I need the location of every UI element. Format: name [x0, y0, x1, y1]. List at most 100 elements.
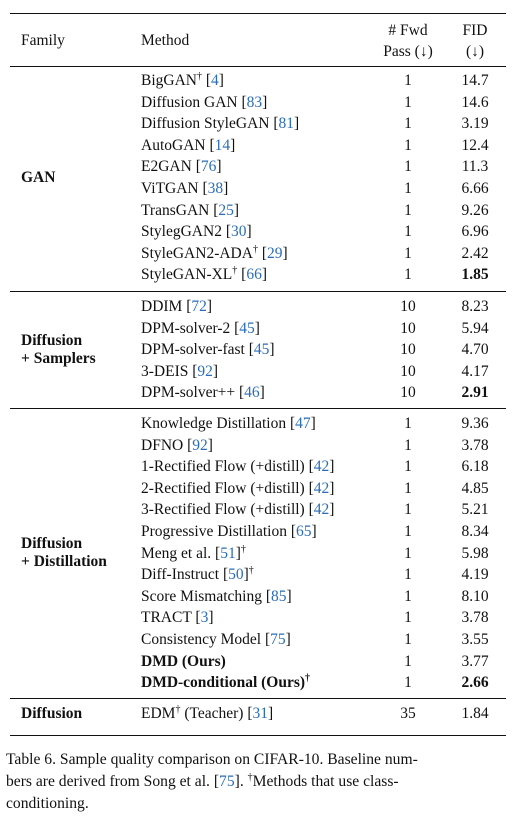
- fid-cell: 4.17: [461, 362, 489, 380]
- method-name: 2-Rectified Flow (+distill): [141, 479, 305, 497]
- citation-link: 76: [200, 158, 217, 176]
- table-row: Score Mismatching [85] 1 8.10: [10, 586, 506, 607]
- fwd-pass-cell: 1: [404, 674, 412, 692]
- citation-link: 42: [313, 501, 330, 519]
- dagger-mark: †: [175, 704, 181, 715]
- method-cell: Diffusion GAN [83]: [141, 93, 268, 111]
- group-rule: [10, 408, 506, 409]
- method-cell: AutoGAN [14]: [141, 136, 236, 154]
- citation-link: 29: [266, 244, 283, 262]
- group-rule: [10, 291, 506, 292]
- citation-link: 30: [231, 223, 247, 241]
- method-cell: 3-Rectified Flow (+distill) [42]: [141, 501, 335, 519]
- fwd-pass-cell: 1: [404, 136, 412, 154]
- citation-link: 51: [220, 544, 236, 562]
- table-row: Meng et al. [51]† 1 5.98: [10, 543, 506, 564]
- fwd-pass-cell: 1: [404, 93, 412, 111]
- fwd-pass-cell: 1: [404, 566, 412, 584]
- method-cell: BigGAN† [4]: [141, 71, 224, 90]
- table-row: TRACT [3] 1 3.78: [10, 607, 506, 628]
- family-label-line: Diffusion: [21, 704, 83, 722]
- method-name: ViTGAN: [141, 180, 199, 197]
- table-row: Progressive Distillation [65] 1 8.34: [10, 521, 506, 542]
- method-cell: Diff-Instruct [50]†: [141, 565, 254, 584]
- method-name: TransGAN: [141, 201, 210, 219]
- fid-cell: 3.77: [461, 652, 489, 670]
- dagger-mark: †: [248, 565, 254, 577]
- method-name: 1-Rectified Flow (+distill): [141, 458, 305, 476]
- citation-link: 75: [270, 631, 286, 648]
- fid-cell: 8.10: [461, 587, 489, 605]
- method-name: DPM-solver-2: [141, 319, 231, 337]
- fid-cell: 14.7: [461, 72, 489, 89]
- fid-cell: 4.70: [461, 341, 489, 359]
- header-fwd-pass: # Fwd Pass (↓): [383, 22, 433, 60]
- table-caption: Table 6. Sample quality comparison on CI…: [6, 751, 418, 812]
- family-label-line: Diffusion: [21, 535, 83, 553]
- method-cell: EDM† (Teacher) [31]: [141, 704, 274, 723]
- method-cell: TransGAN [25]: [141, 201, 240, 219]
- method-name: TRACT: [141, 609, 192, 627]
- method-name: Diffusion GAN: [141, 93, 238, 111]
- family-label: Diffusion + Samplers: [21, 332, 96, 368]
- citation-link: 38: [207, 180, 224, 197]
- method-cell: Knowledge Distillation [47]: [141, 415, 316, 432]
- fwd-pass-cell: 10: [400, 362, 416, 380]
- fid-cell: 4.19: [461, 566, 489, 584]
- method-cell: StyleGAN-XL† [66]: [141, 265, 267, 284]
- family-label: Diffusion + Distillation: [21, 535, 107, 571]
- citation-link: 65: [296, 523, 312, 540]
- fwd-pass-cell: 1: [404, 631, 412, 648]
- fwd-pass-cell: 1: [404, 458, 412, 476]
- table-row: 1-Rectified Flow (+distill) [42] 1 6.18: [10, 456, 506, 477]
- fwd-pass-cell: 1: [404, 609, 412, 627]
- fwd-pass-cell: 1: [404, 479, 412, 497]
- citation-link: 66: [246, 266, 262, 284]
- dagger-mark: †: [252, 243, 258, 255]
- fid-cell: 14.6: [461, 93, 489, 111]
- table-row: StylegGAN2 [30] 1 6.96: [10, 221, 506, 242]
- fwd-pass-cell: 1: [404, 180, 412, 197]
- fid-cell: 9.36: [461, 415, 489, 432]
- fid-cell: 8.23: [461, 298, 489, 315]
- citation-link: 4: [211, 72, 219, 89]
- method-name: 3-DEIS: [141, 362, 189, 380]
- fwd-pass-cell: 10: [400, 319, 416, 337]
- header-method: Method: [141, 32, 190, 49]
- method-cell: DMD (Ours): [141, 651, 226, 672]
- table-row: BigGAN† [4] 1 14.7: [10, 70, 506, 91]
- method-name: Progressive Distillation: [141, 523, 287, 540]
- method-cell: 2-Rectified Flow (+distill) [42]: [141, 479, 335, 497]
- fid-cell: 9.26: [461, 201, 489, 219]
- citation-link: 3: [200, 609, 209, 627]
- fwd-pass-cell: 1: [404, 652, 412, 670]
- method-name: Consistency Model: [141, 631, 262, 648]
- fwd-pass-cell: 1: [404, 266, 412, 284]
- table-row: AutoGAN [14] 1 12.4: [10, 135, 506, 156]
- fid-cell: 1.85: [461, 266, 489, 284]
- fwd-pass-cell: 1: [404, 158, 412, 176]
- method-cell: Progressive Distillation [65]: [141, 523, 317, 540]
- table-row: Diffusion StyleGAN [81] 1 3.19: [10, 113, 506, 134]
- fwd-pass-cell: 10: [400, 384, 416, 402]
- fwd-pass-cell: 1: [404, 436, 412, 454]
- header-rule: [10, 66, 506, 67]
- fid-cell: 8.34: [461, 523, 489, 540]
- table-row: Diffusion GAN [83] 1 14.6: [10, 92, 506, 113]
- fwd-pass-cell: 1: [404, 201, 412, 219]
- method-name: Diffusion StyleGAN: [141, 115, 270, 133]
- method-name: EDM: [141, 705, 176, 722]
- fwd-pass-cell: 1: [404, 523, 412, 540]
- table-row: ViTGAN [38] 1 6.66: [10, 178, 506, 199]
- citation-link: 85: [271, 587, 287, 605]
- citation-link: 25: [218, 201, 234, 219]
- family-label-line: + Samplers: [21, 350, 96, 367]
- fwd-pass-cell: 1: [404, 223, 412, 241]
- fwd-pass-cell: 10: [400, 341, 416, 359]
- method-cell: StylegGAN2 [30]: [141, 223, 252, 241]
- fwd-pass-cell: 1: [404, 72, 412, 89]
- table-row: DPM-solver++ [46] 10 2.91: [10, 382, 506, 403]
- dagger-mark: †: [196, 71, 202, 82]
- citation-link: 50: [228, 566, 244, 584]
- fid-cell: 4.85: [461, 479, 489, 497]
